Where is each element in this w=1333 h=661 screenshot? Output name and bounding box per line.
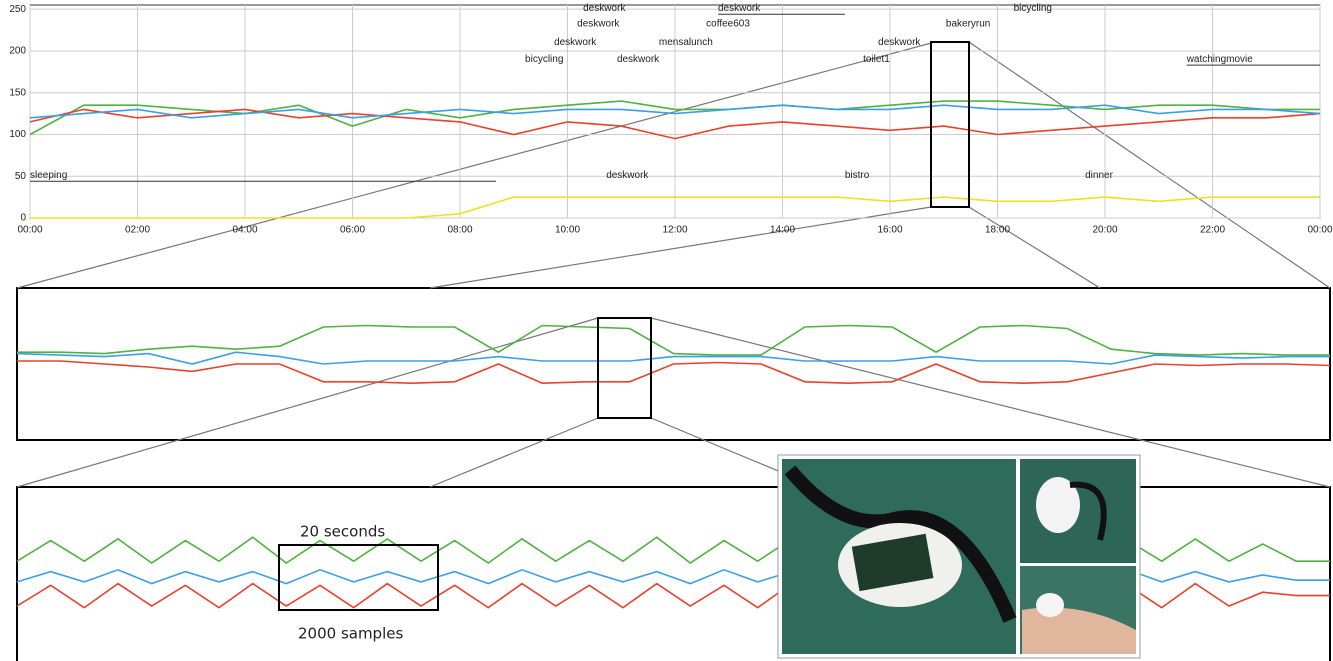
x-tick-label: 10:00 xyxy=(555,225,580,236)
zoom-line xyxy=(429,206,932,289)
series-line xyxy=(17,360,1331,385)
device-worn xyxy=(1036,593,1064,617)
activity-label: toilet1 xyxy=(863,54,890,65)
y-tick-label: 50 xyxy=(15,171,27,182)
activity-label: deskwork xyxy=(878,37,921,48)
activity-label: mensalunch xyxy=(659,37,713,48)
x-tick-label: 00:00 xyxy=(1307,225,1332,236)
zoom-line xyxy=(16,317,599,488)
y-tick-label: 150 xyxy=(9,87,26,98)
zoom-line xyxy=(650,317,1331,488)
activity-label: bistro xyxy=(845,170,870,181)
series-line xyxy=(17,324,1330,356)
y-tick-label: 200 xyxy=(9,46,26,57)
activity-label: deskwork xyxy=(583,3,626,14)
activity-label: watchingmovie xyxy=(1186,54,1254,65)
x-tick-label: 06:00 xyxy=(340,225,365,236)
window-box xyxy=(278,544,439,611)
window-label: 20 seconds xyxy=(300,523,385,541)
x-tick-label: 20:00 xyxy=(1092,225,1117,236)
x-tick-label: 12:00 xyxy=(662,225,687,236)
x-tick-label: 14:00 xyxy=(770,225,795,236)
x-tick-label: 00:00 xyxy=(17,225,42,236)
x-tick-label: 16:00 xyxy=(877,225,902,236)
board xyxy=(851,533,934,592)
activity-label: sleeping xyxy=(30,170,67,181)
activity-label: deskwork xyxy=(617,54,660,65)
activity-label: bakeryrun xyxy=(946,19,990,30)
y-tick-label: 250 xyxy=(9,4,26,15)
activity-label: coffee603 xyxy=(706,19,750,30)
zoom-line xyxy=(429,417,599,488)
y-tick-label: 100 xyxy=(9,129,26,140)
activity-label: deskwork xyxy=(606,170,649,181)
zoom-box xyxy=(597,317,652,419)
zoom-line xyxy=(650,417,801,481)
strap xyxy=(784,465,1017,623)
activity-label: bicycling xyxy=(525,54,563,65)
activity-label: deskwork xyxy=(577,19,620,30)
strap xyxy=(1069,481,1107,541)
device-side xyxy=(1036,477,1080,533)
series-line xyxy=(29,108,1321,140)
zoom-box xyxy=(930,41,970,208)
series-line xyxy=(16,351,1330,365)
window-label: 2000 samples xyxy=(298,625,403,643)
series-line xyxy=(30,196,1320,219)
x-tick-label: 04:00 xyxy=(232,225,257,236)
x-tick-label: 22:00 xyxy=(1200,225,1225,236)
activity-label: deskwork xyxy=(554,37,597,48)
x-tick-label: 02:00 xyxy=(125,225,150,236)
x-tick-label: 18:00 xyxy=(985,225,1010,236)
activity-label: dinner xyxy=(1085,170,1113,181)
zoom-line xyxy=(968,206,1101,289)
y-tick-label: 0 xyxy=(20,213,26,224)
device-photo xyxy=(777,454,1141,659)
zoom-line xyxy=(968,41,1331,289)
activity-label: deskwork xyxy=(718,3,761,14)
x-tick-label: 08:00 xyxy=(447,225,472,236)
activity-label: bicycling xyxy=(1014,3,1052,14)
arm xyxy=(1022,607,1136,654)
series-line xyxy=(29,104,1321,119)
